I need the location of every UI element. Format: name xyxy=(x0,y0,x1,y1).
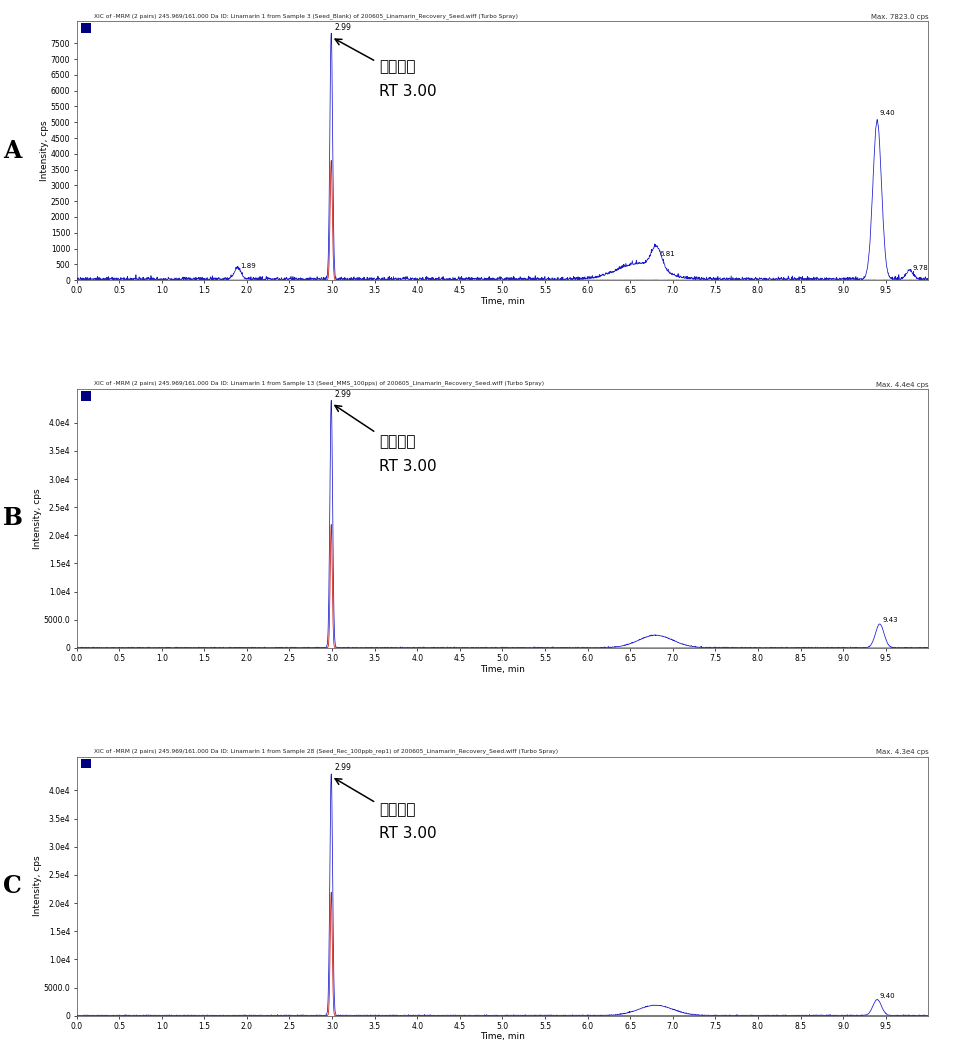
X-axis label: Time, min: Time, min xyxy=(480,297,524,306)
Y-axis label: Intensity, cps: Intensity, cps xyxy=(33,488,42,549)
Text: Max. 4.3e4 cps: Max. 4.3e4 cps xyxy=(876,749,928,755)
Text: XIC of -MRM (2 pairs) 245.969/161.000 Da ID: Linamarin 1 from Sample 28 (Seed_Re: XIC of -MRM (2 pairs) 245.969/161.000 Da… xyxy=(94,748,558,754)
Text: Max. 7823.0 cps: Max. 7823.0 cps xyxy=(871,14,928,20)
Text: 2.99: 2.99 xyxy=(335,764,351,772)
X-axis label: Time, min: Time, min xyxy=(480,1033,524,1041)
Text: 9.40: 9.40 xyxy=(879,993,896,1000)
Text: 9.40: 9.40 xyxy=(879,110,896,116)
X-axis label: Time, min: Time, min xyxy=(480,664,524,674)
Text: 리나마린
RT 3.00: 리나마린 RT 3.00 xyxy=(335,779,436,841)
Text: 9.43: 9.43 xyxy=(882,617,898,623)
Text: 1.89: 1.89 xyxy=(240,262,256,269)
Text: B: B xyxy=(3,507,23,530)
Text: Max. 4.4e4 cps: Max. 4.4e4 cps xyxy=(876,382,928,387)
Text: C: C xyxy=(3,874,22,898)
Text: 리나마린
RT 3.00: 리나마린 RT 3.00 xyxy=(335,39,436,98)
Text: 리나마린
RT 3.00: 리나마린 RT 3.00 xyxy=(335,405,436,474)
Text: 2.99: 2.99 xyxy=(335,390,351,399)
Text: XIC of -MRM (2 pairs) 245.969/161.000 Da ID: Linamarin 1 from Sample 13 (Seed_MM: XIC of -MRM (2 pairs) 245.969/161.000 Da… xyxy=(94,381,544,386)
Text: A: A xyxy=(4,139,22,163)
Y-axis label: Intensity, cps: Intensity, cps xyxy=(40,121,50,181)
Text: 2.99: 2.99 xyxy=(335,23,351,32)
Text: 6.81: 6.81 xyxy=(659,251,675,257)
Y-axis label: Intensity, cps: Intensity, cps xyxy=(33,856,42,916)
Text: XIC of -MRM (2 pairs) 245.969/161.000 Da ID: Linamarin 1 from Sample 3 (Seed_Bla: XIC of -MRM (2 pairs) 245.969/161.000 Da… xyxy=(94,13,518,19)
Bar xyxy=(80,390,91,401)
Text: 9.78: 9.78 xyxy=(912,264,928,271)
Bar xyxy=(80,23,91,33)
Bar xyxy=(80,759,91,768)
